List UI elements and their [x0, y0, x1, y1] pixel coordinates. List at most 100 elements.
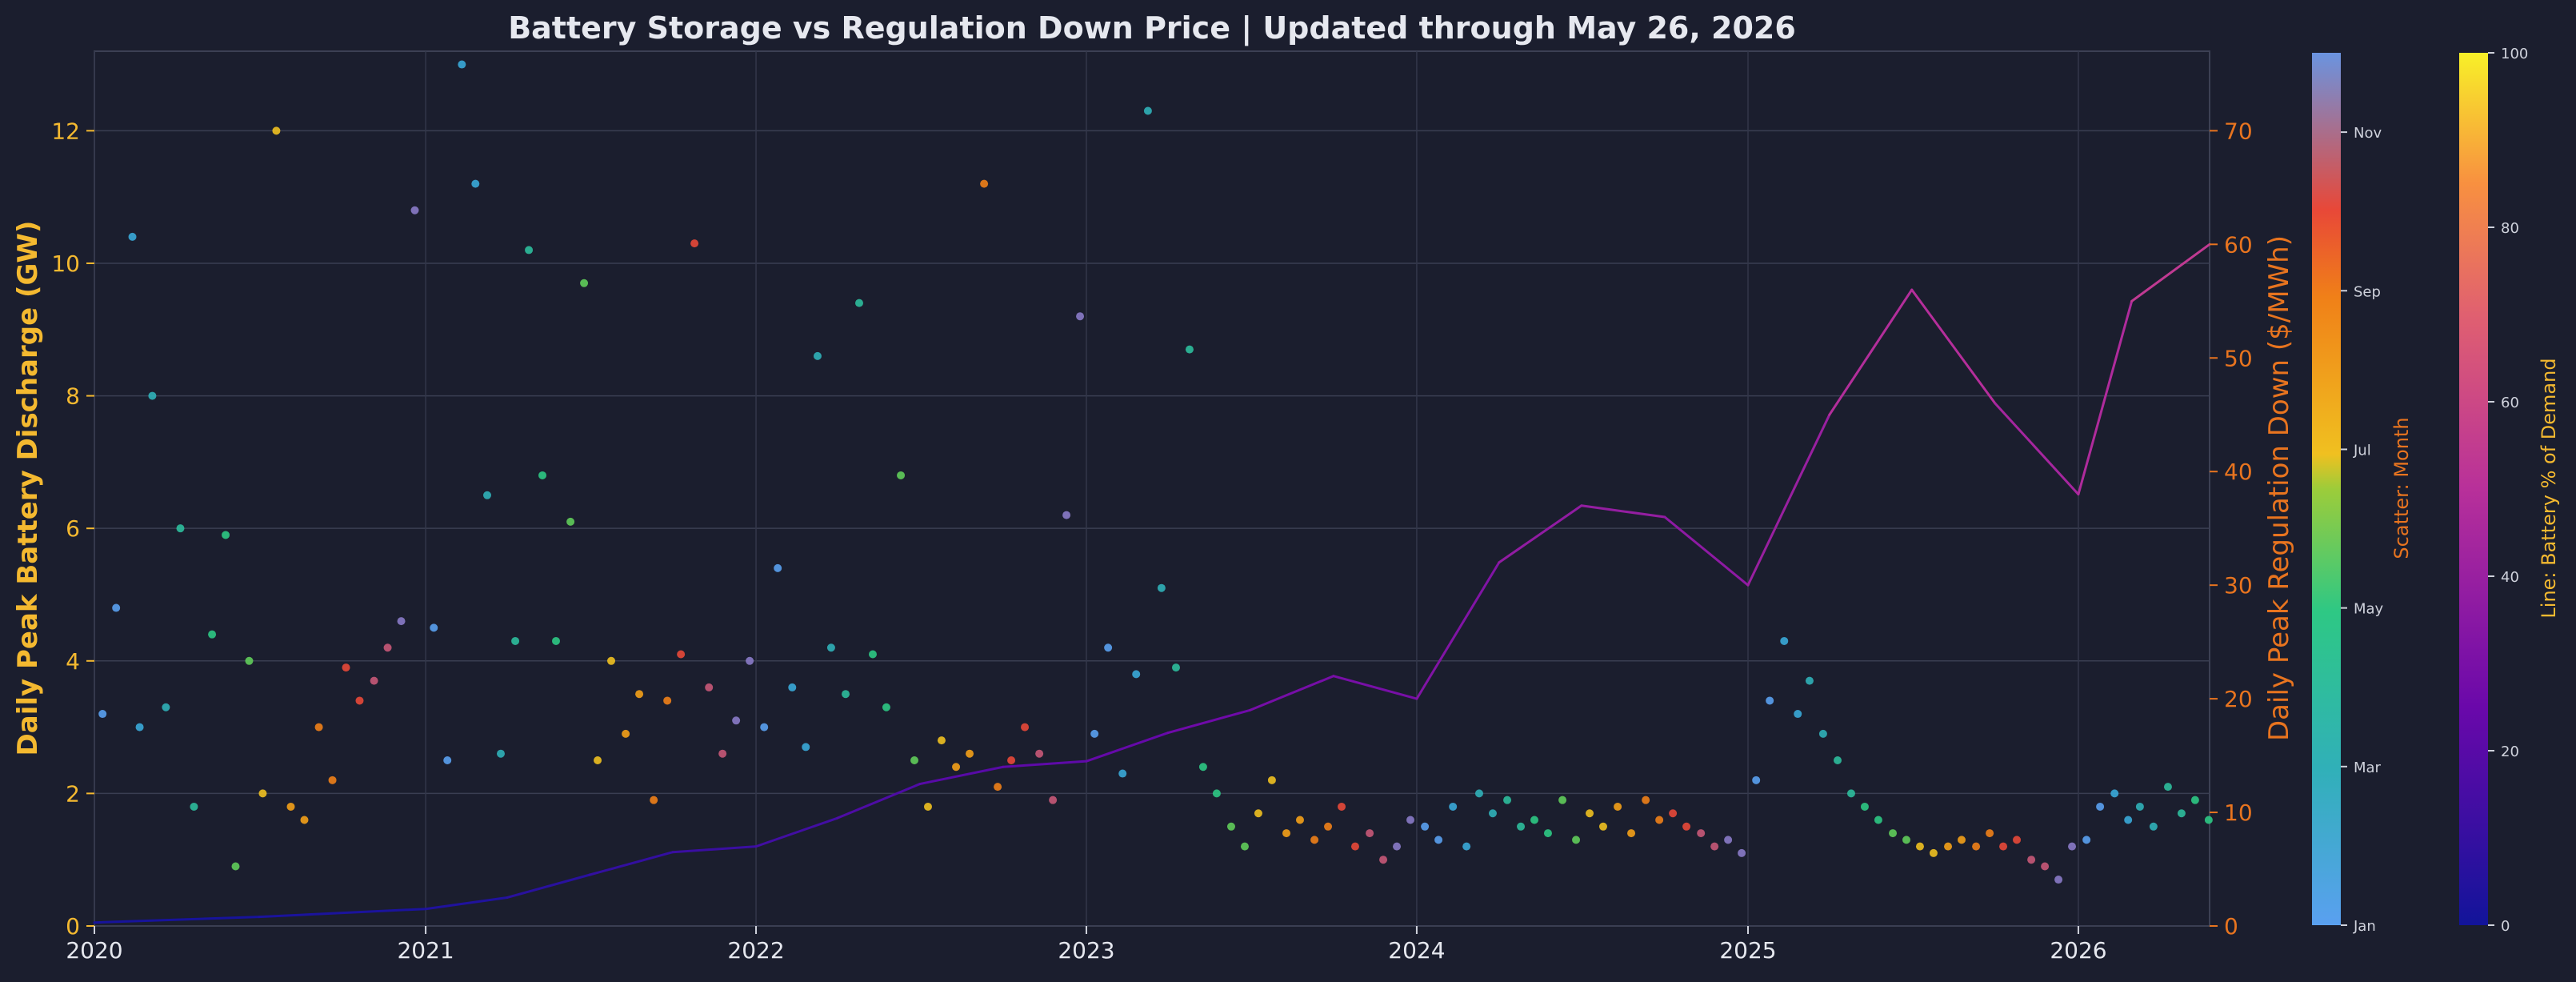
- scatter-point: [443, 756, 452, 764]
- scatter-point: [1860, 802, 1869, 811]
- scatter-point: [1874, 816, 1882, 824]
- price-line-segment: [1498, 504, 1583, 564]
- scatter-point: [2096, 802, 2105, 811]
- pct-cb-tick-label: 80: [2501, 220, 2519, 237]
- scatter-point: [1503, 796, 1512, 804]
- scatter-point: [2149, 822, 2158, 831]
- pct-colorbar: [2459, 53, 2488, 925]
- scatter-point: [148, 391, 157, 400]
- scatter-point: [1254, 809, 1262, 818]
- month-cb-tick-label: May: [2354, 601, 2384, 618]
- price-line-segment: [1828, 288, 1914, 416]
- scatter-point: [952, 763, 961, 772]
- scatter-point: [1488, 809, 1497, 818]
- scatter-point: [1614, 802, 1622, 811]
- scatter-point: [1543, 829, 1552, 838]
- x-tick-label: 2021: [397, 937, 454, 964]
- scatter-point: [1889, 829, 1898, 838]
- scatter-point: [1338, 802, 1346, 811]
- scatter-point: [2082, 836, 2091, 844]
- scatter-point: [635, 690, 644, 699]
- scatter-point: [718, 749, 727, 758]
- price-line-segment: [918, 765, 1005, 786]
- price-line-segment: [1663, 515, 1750, 587]
- scatter-point: [1118, 769, 1127, 778]
- scatter-point: [1818, 729, 1827, 738]
- scatter-point: [882, 703, 890, 711]
- scatter-point: [677, 650, 686, 659]
- pct-colorbar-ticks: 0 20 40 60 80 100: [2488, 46, 2528, 935]
- scatter-point: [112, 603, 121, 612]
- right-axis-label: Daily Peak Regulation Down ($/MWh): [2263, 235, 2295, 741]
- scatter-point: [538, 471, 547, 479]
- scatter-point: [1682, 822, 1691, 831]
- scatter-point: [2013, 836, 2022, 844]
- x-tick-label: 2024: [1388, 937, 1445, 964]
- scatter-point: [176, 524, 185, 533]
- scatter-point: [1143, 106, 1152, 115]
- scatter-point: [1780, 636, 1789, 645]
- x-tick-label: 2025: [1719, 937, 1776, 964]
- scatter-point: [135, 723, 144, 731]
- price-line-segment: [1994, 402, 2080, 496]
- x-tick-label: 2026: [2050, 937, 2106, 964]
- price-line-segment: [671, 845, 758, 854]
- price-line-segment: [1580, 504, 1666, 519]
- pct-cb-tick-label: 40: [2501, 569, 2519, 586]
- scatter-point: [1794, 710, 1802, 719]
- scatter-point: [1738, 848, 1746, 857]
- price-line-segment: [1332, 675, 1418, 700]
- scatter-point: [2135, 802, 2144, 811]
- left-tick-label: 0: [66, 913, 80, 940]
- scatter-point: [286, 802, 295, 811]
- scatter-point: [980, 179, 989, 188]
- scatter-point: [842, 690, 850, 699]
- axes: 0 2 4 6 8 10 12 0 10 20 30 40 50 60 70 2020 2021 2022 2023…: [51, 118, 2252, 964]
- pct-cb-tick-label: 60: [2501, 395, 2519, 411]
- x-tick-label: 2020: [66, 937, 122, 964]
- scatter-point: [1324, 822, 1333, 831]
- scatter-point: [314, 723, 323, 731]
- price-line-segment: [2130, 242, 2211, 303]
- scatter-point: [245, 656, 254, 665]
- month-cb-tick-label: Sep: [2354, 283, 2381, 300]
- price-line-segment: [506, 873, 591, 900]
- price-line-segment: [836, 783, 922, 820]
- price-line-segment: [1746, 413, 1831, 587]
- scatter-point: [1752, 776, 1761, 784]
- pct-cb-tick-label: 20: [2501, 744, 2519, 760]
- scatter-point: [2204, 816, 2213, 824]
- scatter-point: [910, 756, 919, 764]
- scatter-point: [1007, 756, 1016, 764]
- scatter-point: [580, 279, 589, 287]
- scatter-point: [1915, 842, 1924, 851]
- scatter-point: [1212, 789, 1221, 798]
- month-cb-tick-label: Jul: [2353, 442, 2371, 459]
- scatter-point: [1021, 723, 1030, 731]
- scatter-point: [1846, 789, 1855, 798]
- scatter-point: [1240, 842, 1249, 851]
- scatter-point: [1572, 836, 1581, 844]
- scatter-point: [868, 650, 877, 659]
- scatter-point: [897, 471, 906, 479]
- scatter-point: [222, 531, 230, 539]
- scatter-point: [1999, 842, 2008, 851]
- scatter-point: [802, 743, 810, 752]
- scatter-point: [2190, 796, 2199, 804]
- scatter-point: [430, 623, 438, 632]
- scatter-point: [1944, 842, 1953, 851]
- scatter-point: [1049, 796, 1058, 804]
- left-axis-label: Daily Peak Battery Discharge (GW): [12, 221, 44, 756]
- pct-cb-tick-label: 0: [2501, 918, 2510, 935]
- price-line-segment: [754, 816, 839, 848]
- scatter-point: [594, 756, 602, 764]
- left-tick-label: 10: [51, 251, 80, 277]
- price-line-segment: [1249, 675, 1335, 711]
- scatter-point: [1958, 836, 1966, 844]
- scatter-point: [690, 239, 699, 248]
- scatter-point: [705, 683, 714, 691]
- scatter-point: [1586, 809, 1594, 818]
- right-tick-label: 30: [2224, 572, 2253, 599]
- discharge-scatter-series: [98, 60, 2213, 884]
- price-line-segment: [424, 896, 509, 911]
